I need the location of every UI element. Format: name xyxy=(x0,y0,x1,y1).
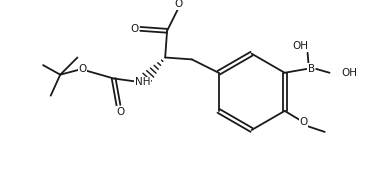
Text: O: O xyxy=(300,117,308,127)
Text: B: B xyxy=(308,64,315,74)
Text: NH: NH xyxy=(135,77,150,87)
Text: OH: OH xyxy=(341,68,357,78)
Text: OH: OH xyxy=(292,41,308,51)
Text: O: O xyxy=(131,24,139,34)
Text: O: O xyxy=(116,107,124,117)
Text: O: O xyxy=(78,64,86,74)
Text: O: O xyxy=(174,0,183,9)
